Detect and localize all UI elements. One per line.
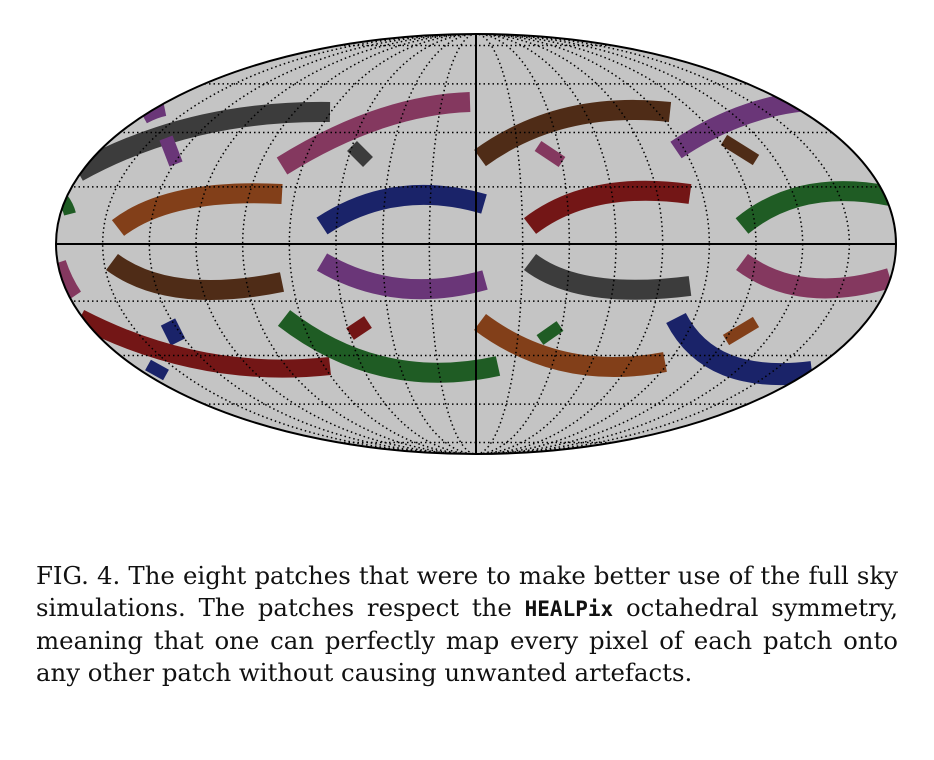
brown-patch <box>720 134 760 166</box>
red-patch <box>523 180 692 235</box>
magenta-patch <box>534 141 566 167</box>
magenta-patch <box>56 260 82 299</box>
magenta-patch <box>736 253 893 299</box>
map-boundary <box>55 33 897 455</box>
red-patch <box>346 316 372 340</box>
navy-patch <box>316 184 487 235</box>
brown-patch <box>106 253 285 301</box>
dark-gray-patch <box>523 253 692 300</box>
red-patch <box>75 310 331 378</box>
purple-patch <box>316 253 488 300</box>
navy-patch <box>666 312 814 386</box>
magenta-patch <box>276 92 471 175</box>
dark-gray-patch <box>347 141 373 167</box>
figure-caption: FIG. 4. The eight patches that were to m… <box>36 560 898 688</box>
green-patch <box>277 310 501 383</box>
caption-text-start: FIG. 4. The eight patches that were to m… <box>36 561 898 622</box>
caption-text-end: octahedral symmetry, meaning that one ca… <box>36 592 898 687</box>
green-patch <box>735 181 892 234</box>
caption-code-healpix: HEALPix <box>524 596 614 621</box>
green-patch <box>536 321 564 345</box>
navy-patch <box>160 318 186 346</box>
orange-patch <box>111 183 283 237</box>
purple-patch <box>159 135 183 167</box>
orange-patch <box>474 313 667 377</box>
patches <box>56 90 893 386</box>
navy-patch <box>145 359 169 381</box>
orange-patch <box>722 316 760 346</box>
brown-patch <box>474 100 672 167</box>
mollweide-sky-map <box>55 33 897 455</box>
purple-patch <box>141 104 167 124</box>
dark-gray-patch <box>73 101 331 181</box>
